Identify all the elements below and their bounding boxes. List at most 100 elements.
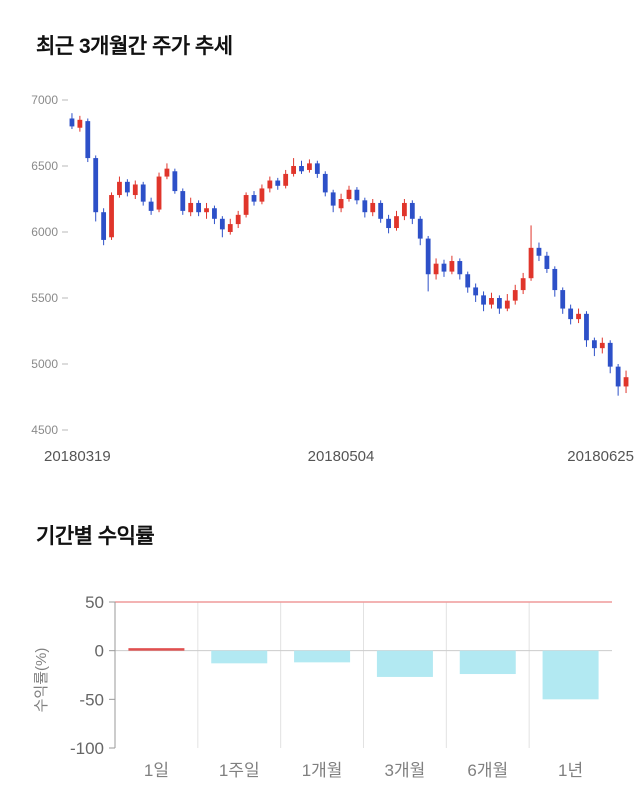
return-bar <box>376 650 433 677</box>
candle-body <box>409 202 415 219</box>
candle-body <box>528 247 534 279</box>
return-bar <box>294 650 351 663</box>
returns-chart-title: 기간별 수익률 <box>36 525 155 548</box>
candle-body <box>362 200 368 213</box>
price-y-label: 5000 <box>31 357 58 371</box>
candle-body <box>584 313 589 341</box>
candle-body <box>599 342 605 349</box>
returns-x-label: 6개월 <box>467 761 508 780</box>
candle-body <box>132 184 138 196</box>
candle-body <box>568 308 574 320</box>
candle-body <box>275 180 281 186</box>
candle-body <box>386 218 391 229</box>
candle-body <box>307 163 312 170</box>
candle-body <box>299 166 304 172</box>
candle-body <box>156 176 162 210</box>
candle-body <box>77 119 83 128</box>
returns-y-label: -100 <box>70 739 104 758</box>
candle-body <box>251 195 257 202</box>
candle-body <box>544 255 550 269</box>
candle-body <box>433 263 439 275</box>
candle-body <box>69 118 75 127</box>
candle-body <box>227 224 233 232</box>
returns-y-label: -50 <box>79 690 104 709</box>
candle-body <box>164 168 170 177</box>
candle-body <box>512 290 518 301</box>
candle-body <box>402 202 407 217</box>
candle-body <box>346 189 352 199</box>
candle-body <box>243 195 249 215</box>
candle-body <box>267 180 273 189</box>
candle-body <box>441 263 447 272</box>
candle-body <box>481 295 486 305</box>
candle-body <box>204 208 209 213</box>
candle-body <box>180 191 186 211</box>
candle-body <box>109 195 114 238</box>
candlestick-chart: 7000 6500 6000 5500 5000 4500 20180319 20180504… <box>31 93 634 465</box>
return-bar <box>459 650 516 675</box>
candle-body <box>449 261 455 272</box>
price-y-label: 7000 <box>31 93 58 107</box>
candle-body <box>172 171 178 192</box>
candle-body <box>93 158 99 213</box>
candle-body <box>591 340 597 349</box>
candle-body <box>607 342 613 367</box>
returns-x-label: 1년 <box>558 761 583 780</box>
return-bar <box>542 650 599 700</box>
candle-body <box>101 212 107 240</box>
candle-body <box>354 189 360 201</box>
candle-body <box>615 366 621 387</box>
candle-body <box>489 298 494 305</box>
candle-body <box>117 181 122 196</box>
candle-body <box>188 202 194 213</box>
price-y-label: 5500 <box>31 291 58 305</box>
candle-body <box>465 274 471 288</box>
candle-body <box>457 261 463 275</box>
candle-body <box>291 166 296 174</box>
candle-body <box>212 208 217 219</box>
candle-body <box>196 202 202 213</box>
returns-y-label: 0 <box>95 642 104 661</box>
candle-body <box>330 192 336 206</box>
candle-body <box>370 202 376 213</box>
return-bar <box>211 650 268 664</box>
price-x-label: 20180319 <box>44 448 111 465</box>
candle-body <box>124 181 130 193</box>
returns-x-label: 1개월 <box>302 761 343 780</box>
candle-body <box>536 247 542 256</box>
price-y-label: 6500 <box>31 159 58 173</box>
price-y-label: 4500 <box>31 423 58 437</box>
candle-body <box>623 377 629 387</box>
returns-x-label: 1일 <box>144 761 169 780</box>
candle-body <box>504 300 510 309</box>
returns-bar-chart: 50 0 -50 -100 1일 1주일 1개월 3개월 6개월 1년 수익률(%) <box>33 593 612 780</box>
candle-body <box>417 218 423 239</box>
candle-body <box>148 201 154 211</box>
candle-body <box>576 313 581 320</box>
price-y-label: 6000 <box>31 225 58 239</box>
returns-x-label: 1주일 <box>219 761 260 780</box>
candle-body <box>85 121 91 159</box>
candle-body <box>314 163 320 174</box>
candle-body <box>560 290 566 309</box>
candle-body <box>283 173 289 186</box>
price-x-label: 20180625 <box>567 448 634 465</box>
returns-y-axis-title: 수익률(%) <box>33 648 50 713</box>
candle-body <box>259 188 265 202</box>
candle-body <box>552 268 558 291</box>
candle-body <box>140 184 146 202</box>
candle-body <box>473 287 479 296</box>
candle-body <box>322 173 328 193</box>
candle-body <box>219 218 225 230</box>
returns-y-label: 50 <box>85 593 104 612</box>
candle-body <box>394 216 399 229</box>
candle-body <box>496 298 502 309</box>
candle-body <box>425 238 431 275</box>
return-bar <box>128 648 185 651</box>
candle-body <box>378 202 384 219</box>
candle-body <box>338 199 344 209</box>
candle-body <box>235 214 241 225</box>
candle-body <box>520 278 526 291</box>
returns-x-label: 3개월 <box>385 761 426 780</box>
